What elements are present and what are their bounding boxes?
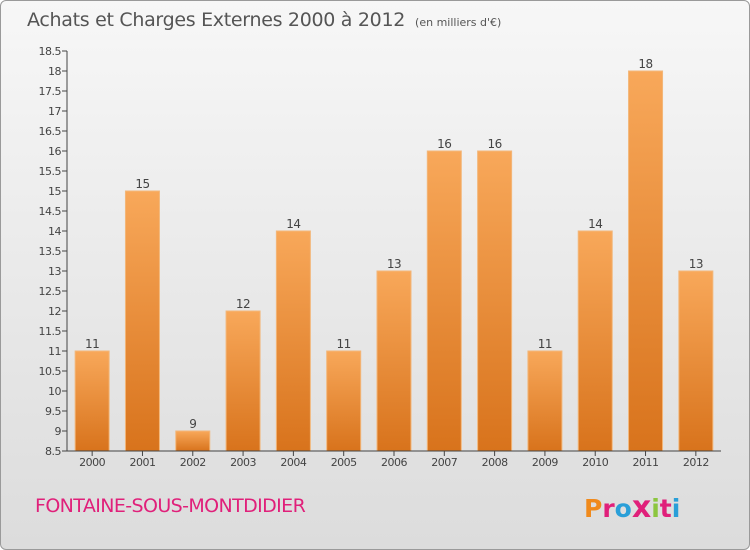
- x-tick-label: 2004: [280, 456, 306, 469]
- bar-2007: [426, 150, 462, 452]
- chart-title: Achats et Charges Externes 2000 à 2012: [27, 9, 406, 31]
- y-tick-label: 9: [55, 425, 62, 438]
- data-label: 13: [387, 257, 401, 271]
- bar-2005: [326, 350, 362, 452]
- y-tick-label: 17.5: [39, 85, 62, 98]
- bar-2002: [175, 430, 211, 452]
- x-tick-label: 2001: [129, 456, 155, 469]
- title-line: Achats et Charges Externes 2000 à 2012 (e…: [27, 9, 501, 31]
- y-axis: 8.5 9 9.5 10 10.5 11 11.5 12 12.5 13 13.5 14 14.5 15 1…: [39, 45, 68, 458]
- y-tick-label: 10: [48, 385, 61, 398]
- bars: 11 15 9 12 14 11 13 16 16 11 14 18 13: [74, 57, 714, 452]
- y-tick-label: 16.5: [39, 125, 62, 138]
- y-tick-label: 9.5: [45, 405, 61, 418]
- data-label: 9: [189, 417, 196, 431]
- x-tick-label: 2008: [482, 456, 508, 469]
- x-tick-label: 2005: [331, 456, 357, 469]
- y-tick-label: 15: [48, 185, 61, 198]
- y-tick-label: 13: [48, 265, 61, 278]
- y-tick-label: 11.5: [39, 325, 62, 338]
- commune-name: FONTAINE-SOUS-MONTDIDIER: [35, 495, 306, 517]
- y-tick-label: 8.5: [45, 445, 61, 458]
- bar-2011: [628, 70, 664, 452]
- y-tick-label: 10.5: [39, 365, 62, 378]
- bar-2012: [678, 270, 714, 452]
- x-tick-label: 2000: [79, 456, 105, 469]
- y-tick-label: 12: [48, 305, 61, 318]
- bar-2008: [477, 150, 513, 452]
- data-label: 14: [286, 217, 300, 231]
- chart-subtitle: (en milliers d'€): [415, 16, 502, 29]
- bar-2001: [124, 190, 160, 452]
- data-label: 18: [638, 57, 652, 71]
- y-tick-label: 11: [48, 345, 61, 358]
- x-tick-label: 2009: [532, 456, 558, 469]
- y-tick-label: 12.5: [39, 285, 62, 298]
- x-tick-label: 2007: [431, 456, 457, 469]
- data-label: 16: [487, 137, 501, 151]
- data-label: 14: [588, 217, 602, 231]
- x-tick-label: 2003: [230, 456, 256, 469]
- y-tick-label: 18: [48, 65, 61, 78]
- y-tick-label: 17: [48, 105, 61, 118]
- data-label: 11: [538, 337, 552, 351]
- x-tick-label: 2012: [683, 456, 709, 469]
- bar-2004: [275, 230, 311, 452]
- x-tick-label: 2010: [582, 456, 608, 469]
- bar-2009: [527, 350, 563, 452]
- x-tick-label: 2002: [180, 456, 206, 469]
- y-tick-label: 16: [48, 145, 61, 158]
- data-label: 11: [85, 337, 99, 351]
- bar-2000: [74, 350, 110, 452]
- data-label: 13: [689, 257, 703, 271]
- data-label: 12: [236, 297, 250, 311]
- bar-2006: [376, 270, 412, 452]
- data-label: 15: [135, 177, 149, 191]
- y-tick-label: 18.5: [39, 45, 62, 58]
- y-tick-label: 14: [48, 225, 61, 238]
- y-tick-label: 15.5: [39, 165, 62, 178]
- y-tick-label: 14.5: [39, 205, 62, 218]
- data-label: 16: [437, 137, 451, 151]
- bar-2003: [225, 310, 261, 452]
- x-tick-label: 2011: [633, 456, 659, 469]
- data-label: 11: [337, 337, 351, 351]
- bar-2010: [577, 230, 613, 452]
- x-tick-label: 2006: [381, 456, 407, 469]
- proxiti-logo[interactable]: Proxiti: [584, 490, 681, 525]
- x-axis: 2000 2001 2002 2003 2004 2005 2006 2007 2008 2009…: [67, 450, 721, 469]
- y-tick-label: 13.5: [39, 245, 62, 258]
